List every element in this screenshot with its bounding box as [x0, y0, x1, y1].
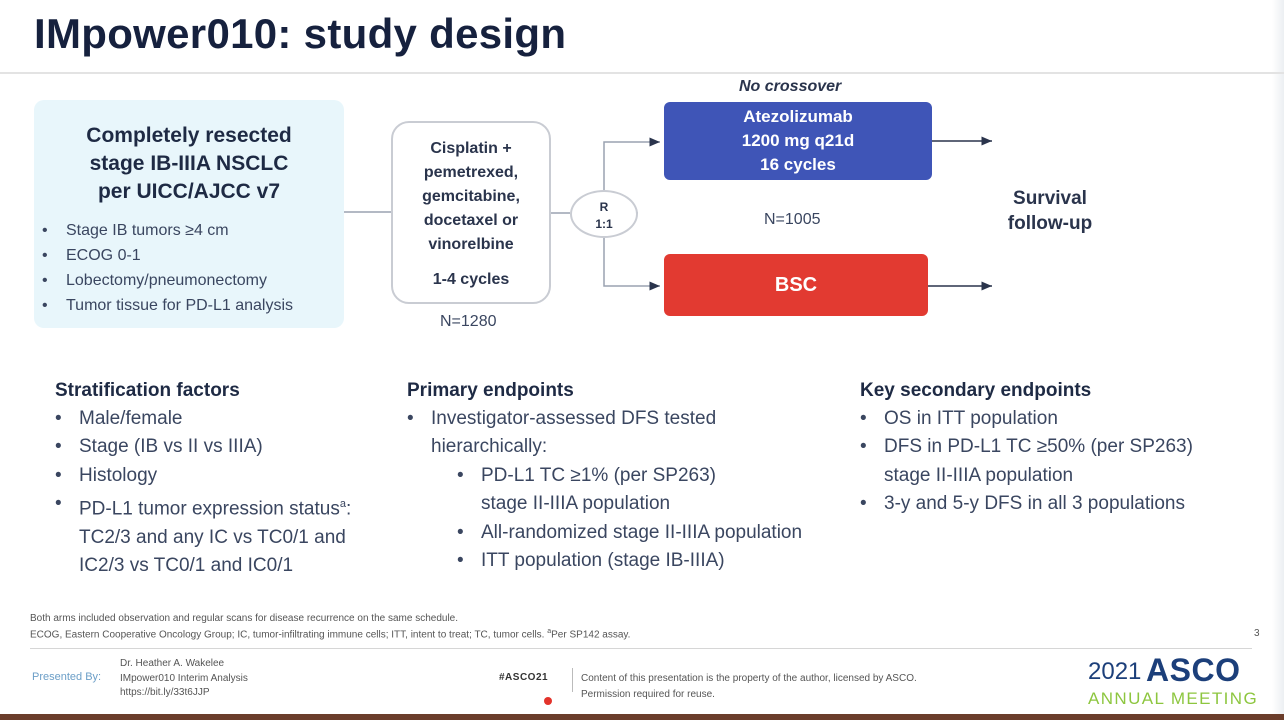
primary-sub-item: PD-L1 TC ≥1% (per SP263) stage II-IIIA p…	[407, 462, 847, 519]
pdl1-criteria-line: IC2/3 vs TC0/1 and IC0/1	[79, 555, 294, 577]
atezolizumab-line: 1200 mg q21d	[741, 131, 855, 150]
presentation-link[interactable]: https://bit.ly/33t6JJP	[120, 687, 210, 698]
conference-hashtag: #ASCO21	[499, 672, 549, 683]
stratification-item-pdl1: PD-L1 tumor expression statusa: TC2/3 an…	[55, 490, 395, 581]
primary-list: Investigator-assessed DFS tested hierarc…	[407, 405, 847, 576]
primary-item-line: hierarchically:	[431, 436, 548, 458]
inclusion-heading-line: per UICC/AJCC v7	[97, 180, 281, 203]
inclusion-list: Stage IB tumors ≥4 cm ECOG 0-1 Lobectomy…	[42, 218, 293, 318]
slide-title: IMpower010: study design	[34, 10, 567, 57]
secondary-endpoints: Key secondary endpoints OS in ITT popula…	[860, 378, 1260, 519]
primary-sub-line: PD-L1 TC ≥1% (per SP263)	[481, 464, 717, 486]
atezolizumab-line: 16 cycles	[760, 155, 836, 174]
asco-logo-year: 2021	[1088, 658, 1142, 685]
stratification-heading: Stratification factors	[55, 380, 240, 401]
regimen-line: gemcitabine,	[422, 188, 520, 205]
inclusion-item: Lobectomy/pneumonectomy	[42, 268, 293, 293]
abbreviations-text: ECOG, Eastern Cooperative Oncology Group…	[30, 629, 548, 641]
stratification-item: Male/female	[55, 405, 395, 434]
pdl1-criteria-line: TC2/3 and any IC vs TC0/1 and	[79, 526, 346, 548]
stratification-item: Stage (IB vs II vs IIIA)	[55, 433, 395, 462]
secondary-item: 3-y and 5-y DFS in all 3 populations	[860, 490, 1260, 519]
regimen-line: vinorelbine	[428, 236, 514, 253]
secondary-item: OS in ITT population	[860, 405, 1260, 434]
inclusion-item: Stage IB tumors ≥4 cm	[42, 218, 293, 243]
survival-follow-up: Survival follow-up	[995, 186, 1105, 236]
presented-by-label: Presented By:	[32, 671, 102, 683]
secondary-item-line: DFS in PD-L1 TC ≥50% (per SP263)	[884, 436, 1193, 458]
footer-divider	[30, 648, 1252, 649]
primary-sub-item: ITT population (stage IB-IIIA)	[407, 547, 847, 576]
footnote-abbreviations: ECOG, Eastern Cooperative Oncology Group…	[30, 628, 630, 640]
presentation-title: IMpower010 Interim Analysis	[120, 672, 248, 684]
randomization-label: R	[599, 200, 609, 214]
presenter-info: Dr. Heather A. Wakelee IMpower010 Interi…	[120, 657, 248, 701]
inclusion-heading-line: Completely resected	[86, 124, 292, 147]
stratification-factors: Stratification factors Male/female Stage…	[55, 378, 395, 581]
edge-shadow	[1272, 0, 1284, 720]
chemotherapy-n: N=1280	[440, 313, 497, 330]
randomization-node: R 1:1	[570, 190, 638, 238]
recording-dot-icon	[544, 697, 552, 705]
chemotherapy-box: Cisplatin + pemetrexed, gemcitabine, doc…	[391, 121, 551, 304]
copyright-line: Permission required for reuse.	[581, 689, 715, 700]
secondary-heading: Key secondary endpoints	[860, 380, 1092, 401]
page-number: 3	[1254, 628, 1260, 639]
pdl1-status-label: PD-L1 tumor expression status	[79, 498, 340, 520]
pdl1-footnote-marker: a	[339, 498, 346, 511]
inclusion-item: Tumor tissue for PD-L1 analysis	[42, 293, 293, 318]
regimen-line: Cisplatin +	[430, 140, 512, 157]
no-crossover-note: No crossover	[739, 78, 842, 95]
randomization-ratio: 1:1	[595, 217, 613, 231]
primary-item-line: Investigator-assessed DFS tested	[431, 408, 717, 429]
primary-sub-line: stage II-IIIA population	[481, 493, 671, 515]
regimen-line: docetaxel or	[423, 212, 519, 229]
inclusion-heading: Completely resected stage IB-IIIA NSCLC …	[34, 122, 344, 206]
primary-heading: Primary endpoints	[407, 380, 574, 401]
secondary-item: DFS in PD-L1 TC ≥50% (per SP263) stage I…	[860, 433, 1260, 490]
footnote-observation: Both arms included observation and regul…	[30, 613, 459, 624]
stratification-list: Male/female Stage (IB vs II vs IIIA) His…	[55, 405, 395, 581]
atezolizumab-arm: Atezolizumab 1200 mg q21d 16 cycles	[664, 102, 932, 180]
copyright-line: Content of this presentation is the prop…	[581, 673, 917, 684]
randomized-n: N=1005	[764, 211, 821, 228]
regimen-line: pemetrexed,	[423, 164, 519, 181]
chemotherapy-cycles: 1-4 cycles	[432, 271, 510, 288]
asco-logo-meeting: ANNUAL MEETING	[1088, 689, 1259, 708]
connector-to-atezolizumab	[603, 137, 660, 213]
survival-line: follow-up	[1007, 213, 1093, 234]
primary-item: Investigator-assessed DFS tested hierarc…	[407, 405, 847, 462]
copyright-notice: Content of this presentation is the prop…	[581, 671, 917, 703]
inclusion-item: ECOG 0-1	[42, 243, 293, 268]
atezolizumab-line: Atezolizumab	[743, 107, 853, 126]
primary-sub-item: All-randomized stage II-IIIA population	[407, 519, 847, 548]
title-divider	[0, 72, 1284, 74]
footer-separator	[572, 668, 573, 692]
pdl1-colon: :	[345, 498, 352, 520]
secondary-item-line: stage II-IIIA population	[884, 464, 1074, 486]
presenter-name: Dr. Heather A. Wakelee	[120, 658, 225, 669]
stratification-item: Histology	[55, 462, 395, 491]
chemotherapy-regimen: Cisplatin + pemetrexed, gemcitabine, doc…	[393, 137, 549, 257]
abbreviations-tail: Per SP142 assay.	[551, 629, 631, 641]
primary-endpoints: Primary endpoints Investigator-assessed …	[407, 378, 847, 576]
bottom-bar	[0, 714, 1284, 720]
bsc-arm: BSC	[664, 254, 928, 316]
asco-logo-name: ASCO	[1146, 652, 1241, 688]
survival-line: Survival	[1013, 188, 1087, 209]
inclusion-heading-line: stage IB-IIIA NSCLC	[89, 152, 289, 175]
abbreviations-marker: a	[547, 628, 552, 635]
inclusion-criteria-box: Completely resected stage IB-IIIA NSCLC …	[34, 100, 344, 328]
secondary-list: OS in ITT population DFS in PD-L1 TC ≥50…	[860, 405, 1260, 519]
